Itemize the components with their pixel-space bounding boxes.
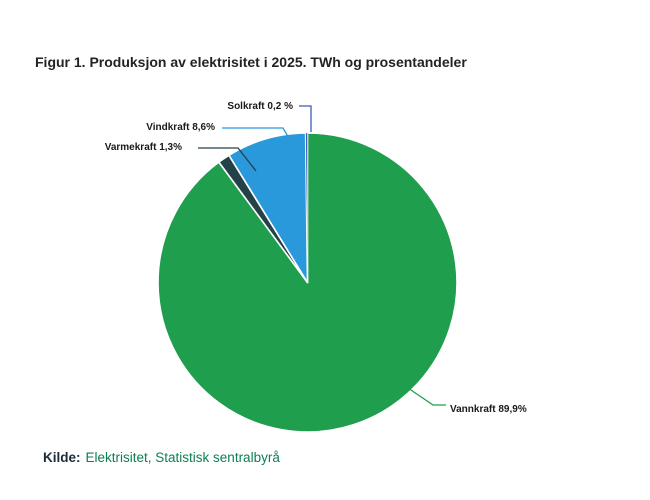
leader-lines-group bbox=[198, 105, 446, 406]
label-vindkraft: Vindkraft 8,6% bbox=[146, 122, 215, 133]
source-label: Kilde: bbox=[43, 450, 81, 465]
figure-title: Figur 1. Produksjon av elektrisitet i 20… bbox=[35, 54, 467, 70]
label-varmekraft: Varmekraft 1,3% bbox=[104, 142, 182, 153]
pie-slice-solkraft[interactable] bbox=[305, 132, 308, 283]
label-solkraft: Solkraft 0,2 % bbox=[227, 101, 293, 112]
source-link[interactable]: Elektrisitet, Statistisk sentralbyrå bbox=[85, 450, 280, 465]
leader-line-solkraft bbox=[299, 105, 312, 132]
label-vannkraft: Vannkraft 89,9% bbox=[450, 404, 527, 415]
source-line: Kilde: Elektrisitet, Statistisk sentralby… bbox=[43, 449, 280, 466]
leader-line-vannkraft bbox=[407, 387, 446, 406]
pie-slices-group bbox=[157, 132, 458, 433]
leader-line-varmekraft bbox=[198, 147, 257, 172]
leader-line-vindkraft bbox=[222, 127, 297, 151]
